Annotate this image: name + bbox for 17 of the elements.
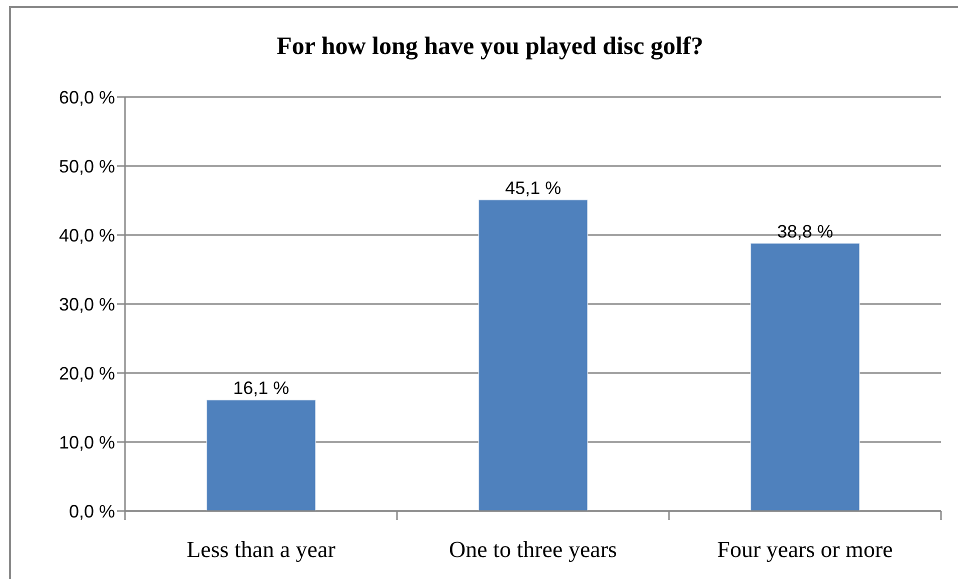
y-tick-label: 60,0 % [58,87,115,108]
y-tick-label: 30,0 % [58,294,115,314]
bar [206,399,316,511]
data-label: 38,8 % [777,221,834,242]
y-tick-label: 40,0 % [58,225,115,246]
y-tick-label: 0,0 % [68,501,115,522]
y-tick-label: 20,0 % [58,363,115,384]
bar [750,242,860,511]
x-tick-label: Four years or more [717,537,893,562]
y-tick-label: 10,0 % [58,432,115,452]
data-label: 45,1 % [505,178,562,198]
data-label: 16,1 % [233,378,290,398]
bar [478,199,588,511]
x-tick-label: Less than a year [186,537,336,562]
y-tick-label: 50,0 % [58,156,115,176]
chart-title: For how long have you played disc golf? [276,32,704,62]
x-tick-label: One to three years [449,537,618,562]
